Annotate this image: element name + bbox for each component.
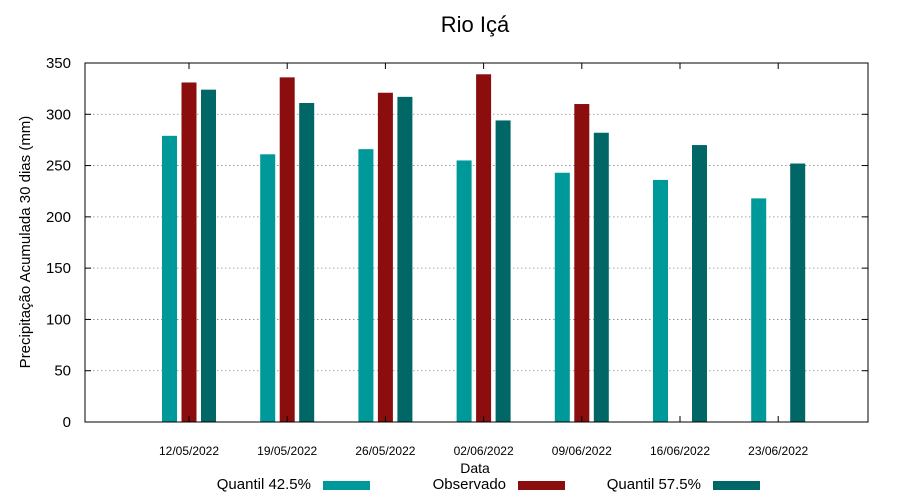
gridlines: [85, 113, 868, 372]
bar: [790, 163, 806, 422]
y-axis: 0 50 100 150 200 250 300 350: [46, 55, 868, 431]
bar: [574, 104, 590, 423]
bar: [495, 120, 511, 422]
y-tick-label: 100: [46, 311, 71, 328]
bar: [279, 77, 295, 423]
x-tick-label: 23/06/2022: [748, 444, 808, 458]
bar: [260, 154, 276, 422]
x-tick-label: 26/05/2022: [355, 444, 415, 458]
bars: [162, 74, 806, 423]
legend-label: Quantil 42.5%: [217, 476, 311, 493]
bar: [554, 172, 570, 422]
bar: [377, 92, 393, 422]
legend-label: Quantil 57.5%: [607, 476, 701, 493]
x-tick-label: 12/05/2022: [159, 444, 219, 458]
y-axis-label: Precipitação Acumulada 30 dias (mm): [17, 116, 34, 369]
bar: [456, 160, 472, 422]
legend-swatch: [713, 481, 760, 490]
bar: [181, 82, 197, 422]
bar: [162, 135, 177, 422]
bar: [593, 132, 609, 422]
y-tick-label: 50: [54, 363, 71, 380]
y-tick-label: 150: [46, 260, 71, 277]
x-tick-label: 09/06/2022: [552, 444, 612, 458]
y-tick-label: 250: [46, 158, 71, 175]
legend-label: Observado: [433, 476, 506, 493]
y-tick-label: 200: [46, 209, 71, 226]
bar: [653, 179, 668, 422]
bar: [476, 74, 492, 422]
bar: [358, 149, 374, 422]
plot-frame: [84, 62, 869, 423]
x-tick-label: 19/05/2022: [257, 444, 317, 458]
y-tick-label: 300: [46, 106, 71, 123]
bar: [692, 145, 707, 423]
legend: Quantil 42.5% Observado Quantil 57.5%: [217, 476, 760, 493]
chart-title: Rio Içá: [441, 12, 510, 37]
legend-swatch: [323, 481, 370, 490]
bar: [201, 89, 216, 422]
y-tick-label: 350: [46, 55, 71, 72]
x-tick-label: 02/06/2022: [454, 444, 514, 458]
bar: [397, 96, 413, 422]
legend-swatch: [518, 481, 565, 490]
y-tick-label: 0: [63, 414, 71, 431]
x-tick-label: 16/06/2022: [650, 444, 710, 458]
x-axis-label: Data: [460, 460, 490, 476]
x-axis: 12/05/2022 19/05/2022 26/05/2022 02/06/2022…: [159, 63, 809, 458]
bar: [299, 103, 315, 422]
bar: [751, 198, 767, 422]
